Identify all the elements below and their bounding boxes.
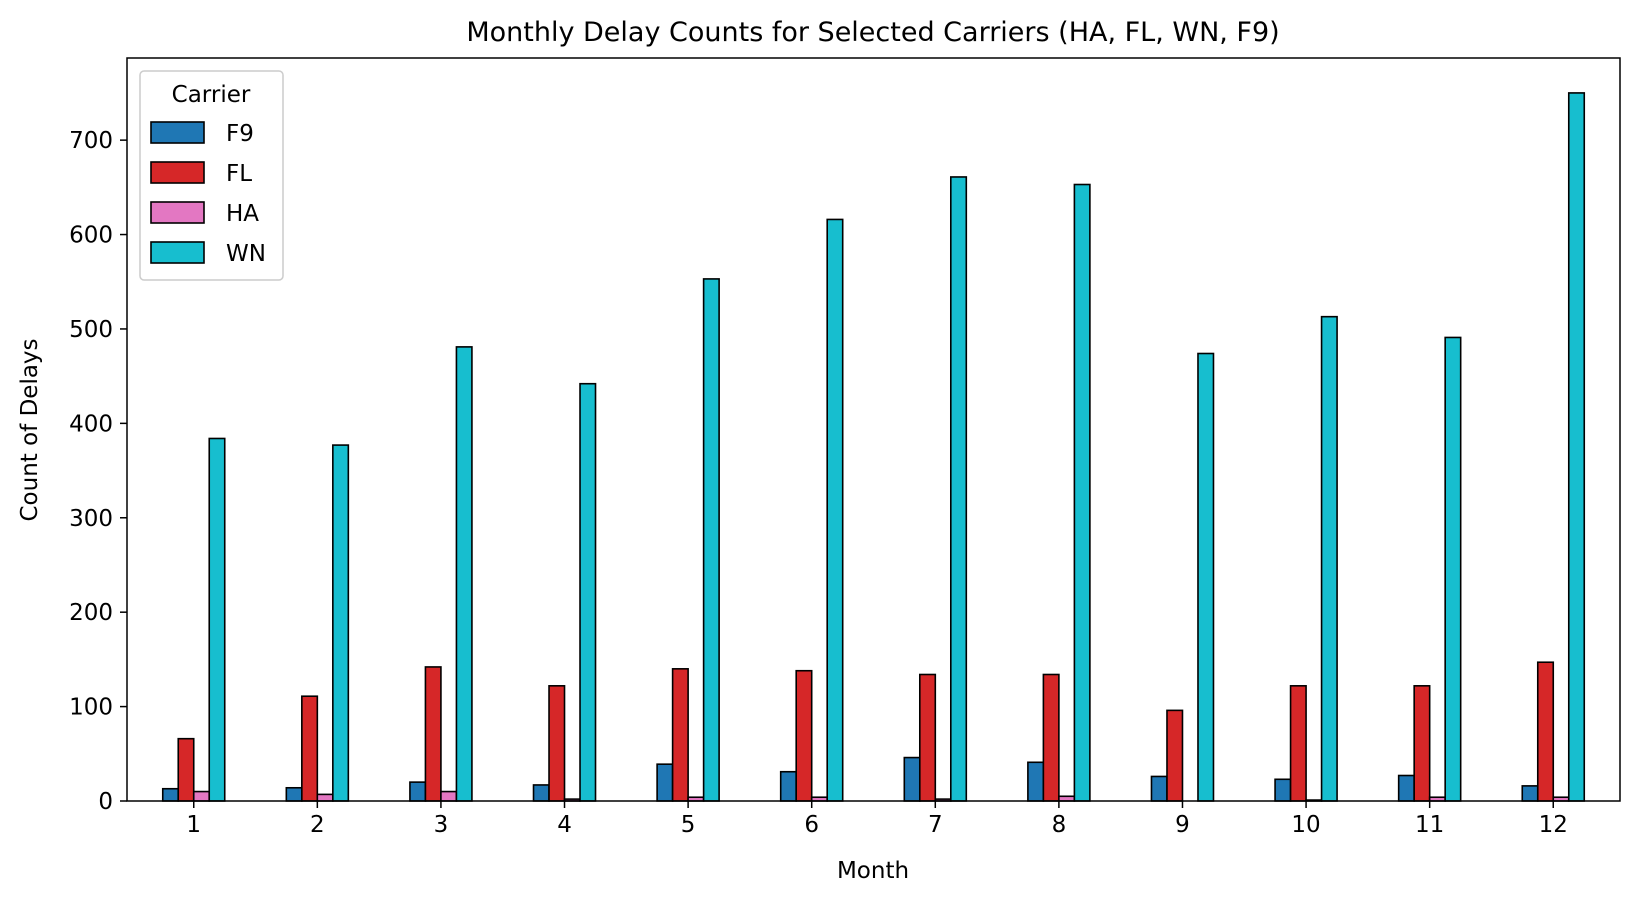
bar-wn-month-1 — [208, 437, 226, 802]
legend-swatch-ha — [150, 201, 205, 224]
bar-f9-month-3 — [409, 781, 427, 802]
legend-swatch-wn — [150, 241, 205, 264]
bar-wn-month-7 — [949, 176, 968, 802]
y-tick-label: 100 — [69, 695, 113, 721]
bar-wn-month-3 — [455, 346, 473, 802]
y-tick-label: 500 — [69, 317, 113, 343]
bar-fl-month-7 — [918, 673, 937, 802]
x-tick-label: 8 — [1052, 812, 1067, 838]
bar-fl-month-6 — [795, 669, 813, 802]
legend-swatch-f9 — [150, 121, 205, 144]
y-tick-label: 400 — [69, 411, 113, 437]
x-axis-ticks: 1 2 3 4 5 6 7 8 9 10 11 12 — [186, 801, 1568, 838]
bar-ha-month-2 — [316, 793, 334, 802]
legend-swatch-fl — [150, 161, 205, 184]
y-tick-label: 200 — [69, 600, 113, 626]
bar-f9-month-11 — [1397, 774, 1415, 802]
bar-fl-month-11 — [1413, 685, 1431, 802]
chart-title: Monthly Delay Counts for Selected Carrie… — [466, 17, 1279, 48]
bar-f9-month-5 — [656, 763, 674, 802]
bar-fl-month-2 — [301, 695, 319, 802]
bar-wn-month-12 — [1567, 92, 1586, 802]
bar-wn-month-5 — [702, 278, 720, 802]
legend: Carrier F9 FL HA WN — [139, 70, 284, 281]
bar-wn-month-8 — [1073, 183, 1091, 802]
x-tick-label: 10 — [1291, 812, 1320, 838]
y-tick-label: 700 — [69, 128, 113, 154]
bar-f9-month-1 — [161, 787, 180, 802]
y-axis-ticks: 0 100 200 300 400 500 600 700 — [69, 128, 127, 815]
x-tick-label: 9 — [1175, 812, 1190, 838]
bar-f9-month-2 — [285, 786, 303, 802]
y-tick-label: 0 — [98, 789, 113, 815]
bar-fl-month-5 — [671, 668, 689, 802]
x-tick-label: 5 — [681, 812, 696, 838]
y-axis-label: Count of Delays — [17, 338, 43, 521]
x-tick-label: 6 — [804, 812, 819, 838]
bar-wn-month-2 — [332, 444, 350, 802]
bar-wn-month-10 — [1320, 315, 1338, 802]
legend-label-ha: HA — [226, 201, 259, 227]
bar-wn-month-11 — [1444, 336, 1462, 802]
bar-f9-month-12 — [1521, 785, 1539, 802]
bar-f9-month-9 — [1150, 775, 1168, 802]
bar-f9-month-4 — [532, 784, 550, 802]
bar-fl-month-4 — [548, 685, 566, 802]
x-tick-label: 11 — [1415, 812, 1444, 838]
bar-f9-month-8 — [1027, 761, 1045, 802]
bar-ha-month-3 — [440, 790, 458, 802]
legend-label-f9: F9 — [226, 121, 254, 147]
bar-fl-month-3 — [424, 666, 442, 802]
bar-wn-month-6 — [826, 218, 844, 802]
bar-wn-month-9 — [1197, 352, 1215, 802]
bar-fl-month-12 — [1536, 661, 1555, 802]
bar-fl-month-8 — [1042, 673, 1060, 802]
bar-f9-month-7 — [903, 756, 921, 802]
legend-label-wn: WN — [226, 241, 266, 267]
bar-f9-month-6 — [779, 770, 798, 802]
x-tick-label: 1 — [186, 812, 201, 838]
bar-fl-month-1 — [177, 737, 195, 802]
y-tick-label: 300 — [69, 506, 113, 532]
x-axis-label: Month — [837, 858, 909, 884]
y-tick-label: 600 — [69, 223, 113, 249]
plot-area-frame — [126, 57, 1621, 802]
legend-label-fl: FL — [226, 161, 252, 187]
x-tick-label: 2 — [310, 812, 325, 838]
bar-fl-month-10 — [1289, 685, 1307, 802]
bar-fl-month-9 — [1166, 709, 1184, 802]
bar-f9-month-10 — [1274, 778, 1292, 802]
x-tick-label: 7 — [928, 812, 943, 838]
legend-title: Carrier — [172, 82, 251, 108]
bar-wn-month-4 — [579, 382, 597, 802]
x-tick-label: 4 — [557, 812, 572, 838]
x-tick-label: 12 — [1539, 812, 1568, 838]
bar-ha-month-1 — [192, 790, 211, 802]
x-tick-label: 3 — [434, 812, 449, 838]
